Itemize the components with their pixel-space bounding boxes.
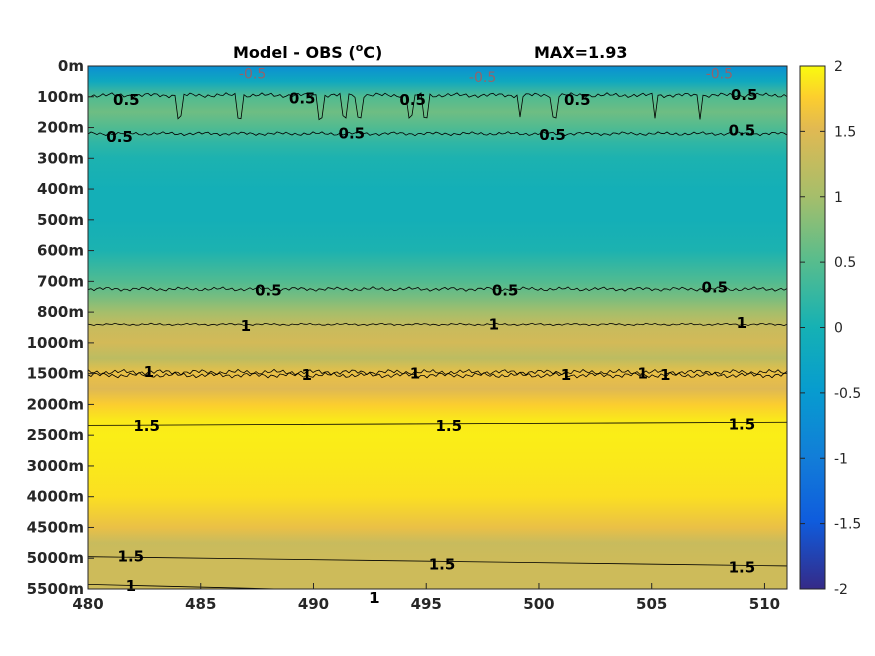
- colorbar-tick-label: -1.5: [834, 517, 861, 533]
- contour-label: 1.5: [118, 548, 145, 566]
- contour-1-upper: [88, 322, 787, 327]
- contour-0.5-mid: [88, 131, 787, 137]
- chart-title: Model - OBS (oC): [233, 41, 382, 62]
- y-tick-label: 5500m: [27, 580, 84, 598]
- y-tick-label: 2000m: [27, 395, 84, 413]
- heatmap-field: [88, 66, 787, 589]
- x-tick-label: 505: [636, 595, 667, 613]
- y-tick-label: 100m: [37, 88, 84, 106]
- y-tick-label: 3000m: [27, 457, 84, 475]
- contour-1.5-lower: [88, 556, 787, 567]
- y-tick-label: 400m: [37, 180, 84, 198]
- contour-label: -0.5: [239, 67, 266, 83]
- contour-label: 1: [489, 315, 499, 333]
- contour-label: 1: [410, 365, 420, 383]
- contour-label: 0.5: [289, 89, 316, 107]
- colorbar-tick-label: 0: [834, 321, 843, 337]
- contour-label: 0.5: [729, 122, 756, 140]
- contour-label: 1: [737, 314, 747, 332]
- plot-frame: [87, 65, 788, 590]
- contour-label: 0.5: [539, 126, 566, 144]
- contour-label: 0.5: [113, 91, 140, 109]
- contour-0.5-lower: [88, 286, 787, 292]
- contour-label: 1.5: [729, 415, 756, 433]
- contour-label: 0.5: [255, 282, 282, 300]
- y-tick-label: 800m: [37, 303, 84, 321]
- contour-label: 0.5: [702, 279, 729, 297]
- contour-label: -0.5: [469, 70, 496, 86]
- colorbar: 2 1.5 1 0.5 0 -0.5 -1 -1.5 -2: [799, 59, 861, 598]
- y-tick-label: 1500m: [27, 365, 84, 383]
- plot-area: -0.5 -0.5 -0.5 0.5 0.5 0.5 0.5 0.5 0.5 0.5 0.5 0.5 0…: [87, 65, 788, 608]
- x-axis: 480 485 490 495 500 505 510: [72, 583, 780, 613]
- colorbar-tick-label: 1: [834, 190, 843, 206]
- y-tick-label: 200m: [37, 119, 84, 137]
- contour-label: -0.5: [706, 67, 733, 83]
- contour-label: 0.5: [564, 91, 591, 109]
- contour-label: 1: [144, 363, 154, 381]
- contour-label: 0.5: [339, 125, 366, 143]
- y-tick-label: 500m: [37, 211, 84, 229]
- colorbar-tick-label: 2: [834, 59, 843, 75]
- colorbar-tick-label: 0.5: [834, 255, 856, 271]
- y-tick-label: 5000m: [27, 549, 84, 567]
- y-tick-label: 300m: [37, 149, 84, 167]
- contour-label: 1: [302, 366, 312, 384]
- colorbar-tick-label: -1: [834, 451, 848, 467]
- contour-1-bottom: [88, 583, 294, 589]
- contour-label: 0.5: [731, 86, 758, 104]
- contour-label: 1.5: [133, 417, 160, 435]
- colorbar-tick-label: -0.5: [834, 386, 861, 402]
- colorbar-tick-label: -2: [834, 582, 848, 598]
- y-tick-label: 0m: [58, 57, 84, 75]
- colorbar-tick-label: 1.5: [834, 124, 856, 140]
- contour-label: 1: [660, 366, 670, 384]
- contour-label-group: -0.5 -0.5 -0.5 0.5 0.5 0.5 0.5 0.5 0.5 0.5 0.5 0.5 0…: [106, 67, 757, 608]
- contour-label: 1.5: [435, 417, 462, 435]
- colorbar-ticks: 2 1.5 1 0.5 0 -0.5 -1 -1.5 -2: [800, 59, 861, 598]
- x-tick-label: 480: [72, 595, 103, 613]
- x-tick-label: 485: [185, 595, 216, 613]
- contour-label: 1: [561, 366, 571, 384]
- y-tick-label: 600m: [37, 242, 84, 260]
- x-tick-label: 495: [411, 595, 442, 613]
- contour-0.5-upper: [88, 92, 787, 121]
- y-tick-label: 4000m: [27, 488, 84, 506]
- y-tick-label: 1000m: [27, 334, 84, 352]
- contour-1.5-upper: [88, 421, 787, 426]
- contour-label: 1: [369, 589, 379, 607]
- contour-label: 1: [126, 577, 136, 595]
- contour-label: 1.5: [729, 558, 756, 576]
- x-tick-label: 510: [749, 595, 780, 613]
- y-tick-label: 2500m: [27, 426, 84, 444]
- contour-label: 0.5: [106, 128, 133, 146]
- contour-1-band-b: [88, 371, 787, 379]
- max-label: MAX=1.93: [534, 43, 628, 62]
- y-tick-label: 700m: [37, 272, 84, 290]
- x-tick-label: 490: [298, 595, 329, 613]
- y-tick-label: 4500m: [27, 518, 84, 536]
- x-tick-label: 500: [523, 595, 554, 613]
- contour-label: 1.5: [429, 555, 456, 573]
- contour-label: 0.5: [399, 91, 426, 109]
- contour-label: 0.5: [492, 282, 519, 300]
- y-axis: 0m 100m 200m 300m 400m 500m 600m 700m 800m 1000m 1…: [27, 57, 94, 598]
- contour-label: 1: [637, 365, 647, 383]
- contour-1-band-a: [88, 368, 787, 376]
- contour-lines: [88, 92, 787, 589]
- contour-label: 1: [241, 317, 251, 335]
